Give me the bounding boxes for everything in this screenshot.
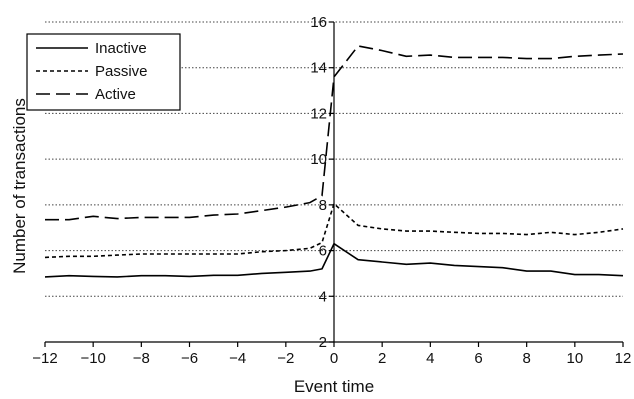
y-tick-label-5: 12	[310, 105, 327, 122]
y-axis-title: Number of transactions	[10, 98, 29, 274]
legend: Inactive Passive Active	[26, 33, 181, 111]
x-tick-label-7: 2	[378, 350, 386, 367]
series-line-inactive	[44, 242, 624, 278]
x-axis-title: Event time	[294, 377, 374, 396]
x-tick-label-9: 6	[474, 350, 482, 367]
y-tick-label-3: 8	[319, 197, 327, 214]
y-tick-label-4: 10	[310, 151, 327, 168]
legend-box	[26, 33, 181, 111]
x-tick-label-4: −4	[229, 350, 246, 367]
series-line-active	[45, 45, 624, 221]
x-tick-label-10: 8	[522, 350, 530, 367]
legend-label-active: Active	[95, 86, 136, 103]
y-tick-label-2: 6	[319, 243, 327, 260]
y-tick-label-0: 2	[319, 334, 327, 351]
x-tick-label-12: 12	[615, 350, 632, 367]
x-tick-label-6: 0	[330, 350, 338, 367]
x-tick-label-2: −8	[133, 350, 150, 367]
y-tick-label-7: 16	[310, 14, 327, 31]
y-tick-label-6: 14	[310, 60, 327, 77]
x-tick-label-8: 4	[426, 350, 434, 367]
x-tick-label-5: −2	[277, 350, 294, 367]
x-tick-label-11: 10	[566, 350, 583, 367]
y-tick-label-1: 4	[319, 288, 327, 305]
legend-label-passive: Passive	[95, 63, 148, 80]
x-tick-label-1: −10	[80, 350, 105, 367]
x-tick-label-3: −6	[181, 350, 198, 367]
series-lines	[44, 45, 624, 278]
x-tick-label-0: −12	[32, 350, 57, 367]
series-line-passive	[44, 202, 624, 259]
legend-label-inactive: Inactive	[95, 40, 147, 57]
axes	[44, 21, 624, 347]
